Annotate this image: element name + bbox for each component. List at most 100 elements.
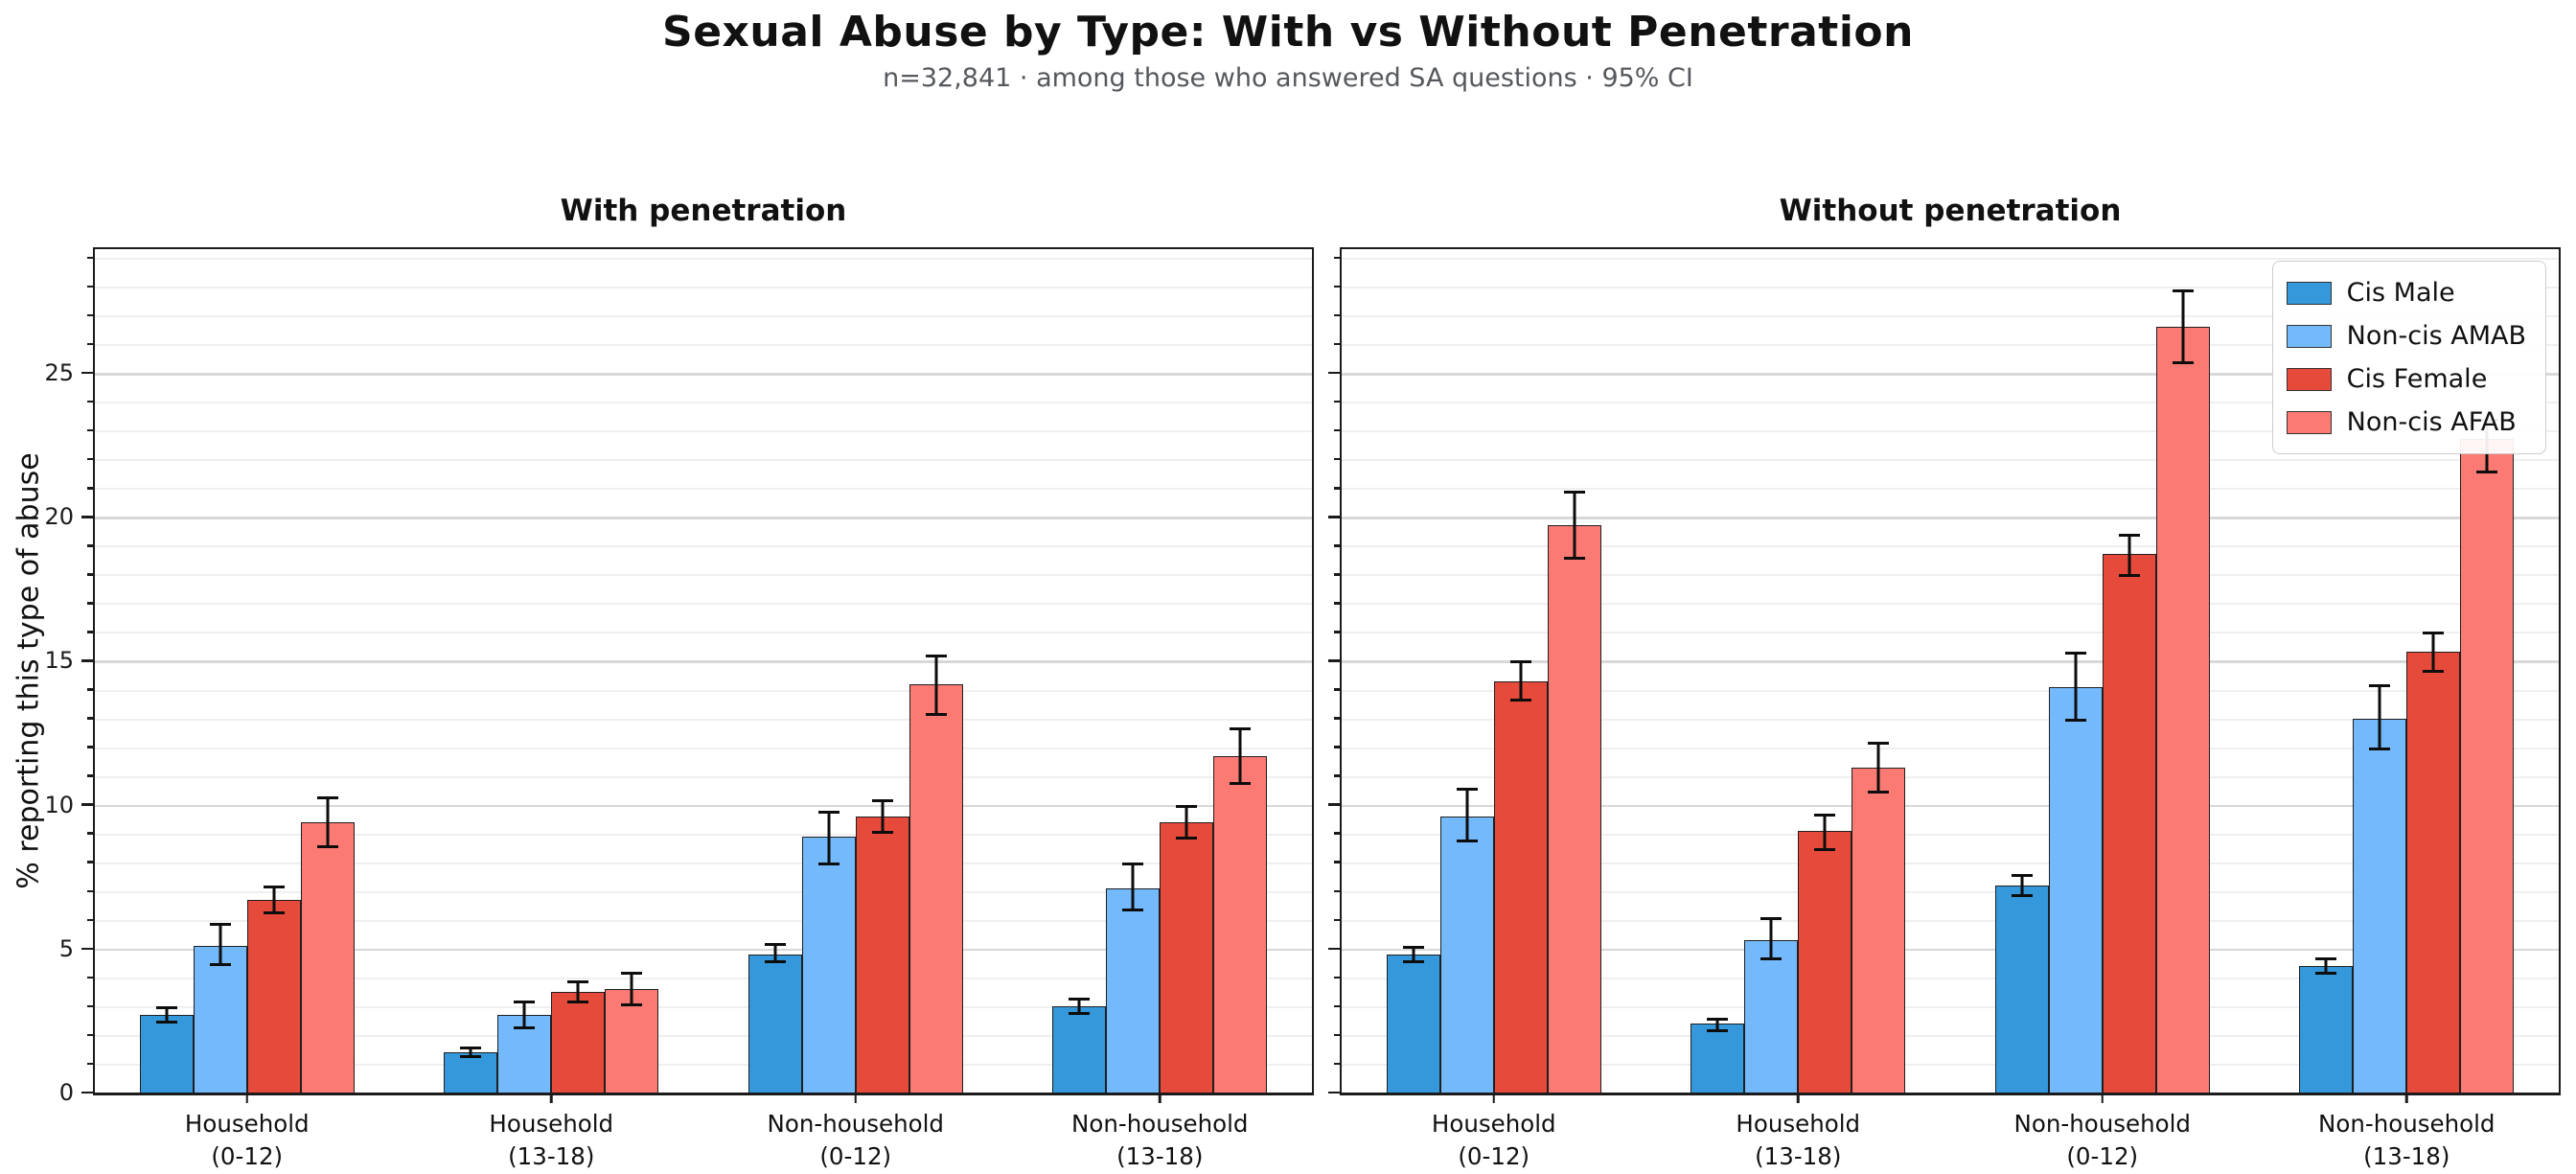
bar-cis-female-non-household-13-18 <box>2406 652 2461 1093</box>
y-major-tick <box>1328 947 1342 951</box>
error-cap <box>2369 683 2391 687</box>
error-cap <box>1456 787 1478 791</box>
y-minor-tick <box>1334 688 1342 691</box>
error-cap <box>1402 945 1424 949</box>
major-gridline <box>1342 517 2559 519</box>
bar-cis-male-household-0-12 <box>1386 954 1440 1093</box>
major-gridline <box>1342 948 2559 952</box>
bar-cis-male-household-0-12 <box>139 1014 194 1093</box>
error-cap <box>2011 893 2033 897</box>
y-minor-tick <box>87 631 95 633</box>
minor-gridline <box>95 1005 1312 1008</box>
minor-gridline <box>1342 315 2559 318</box>
minor-gridline <box>95 545 1312 548</box>
error-bar-non-cis-afab-household-13-18 <box>1868 741 1890 794</box>
y-minor-tick <box>87 1004 95 1008</box>
minor-gridline <box>1342 862 2559 864</box>
error-bar-non-cis-afab-household-0-12 <box>316 795 338 848</box>
error-cap <box>1069 1011 1091 1015</box>
error-cap <box>1814 813 1836 817</box>
y-minor-tick <box>87 918 95 922</box>
error-bar-non-cis-amab-household-13-18 <box>514 1000 536 1029</box>
bar-non-cis-amab-household-13-18 <box>1744 939 1799 1093</box>
error-line <box>2378 683 2381 750</box>
error-cap <box>2064 652 2086 656</box>
figure-title: Sexual Abuse by Type: With vs Without Pe… <box>662 8 1914 57</box>
minor-gridline <box>1342 402 2559 404</box>
bar-cis-female-household-13-18 <box>1798 830 1852 1093</box>
y-minor-tick <box>1334 544 1342 547</box>
error-line <box>1769 916 1773 960</box>
error-line <box>218 922 222 966</box>
error-bar-cis-female-household-0-12 <box>1509 660 1531 702</box>
y-major-tick <box>1328 1091 1342 1094</box>
error-cap <box>155 1020 177 1024</box>
y-minor-tick <box>1334 457 1342 461</box>
error-cap <box>817 810 840 814</box>
y-minor-tick <box>87 1033 95 1037</box>
x-tick <box>550 1093 553 1103</box>
minor-gridline <box>95 488 1312 491</box>
error-cap <box>925 655 947 658</box>
error-cap <box>621 971 643 975</box>
y-minor-tick <box>1334 428 1342 432</box>
bar-cis-female-household-0-12 <box>246 899 301 1093</box>
bar-cis-male-non-household-13-18 <box>1052 1005 1107 1093</box>
y-minor-tick <box>1334 717 1342 720</box>
x-category-label-household-0-12: Household (0-12) <box>1431 1110 1556 1171</box>
error-line <box>576 979 580 1003</box>
error-line <box>2324 956 2328 975</box>
error-cap <box>2172 289 2194 293</box>
y-minor-tick <box>1334 889 1342 892</box>
major-gridline <box>95 660 1312 663</box>
bar-non-cis-amab-non-household-0-12 <box>801 836 856 1093</box>
minor-gridline <box>1342 430 2559 433</box>
y-major-tick <box>81 803 95 806</box>
error-bar-cis-female-non-household-0-12 <box>871 798 893 834</box>
bar-cis-female-non-household-13-18 <box>1160 821 1214 1093</box>
error-line <box>1573 491 1576 561</box>
error-cap <box>2315 971 2337 975</box>
bar-cis-female-household-0-12 <box>1493 680 1548 1093</box>
error-line <box>272 885 276 914</box>
minor-gridline <box>1342 545 2559 548</box>
y-minor-tick <box>1334 918 1342 922</box>
y-major-tick <box>81 1091 95 1094</box>
y-minor-tick <box>87 428 95 432</box>
error-cap <box>1707 1017 1729 1021</box>
minor-gridline <box>1342 459 2559 462</box>
legend-item-cis-male: Cis Male <box>2286 271 2526 314</box>
error-bar-cis-female-non-household-0-12 <box>2118 534 2140 578</box>
error-cap <box>567 1000 589 1003</box>
x-tick <box>1492 1093 1495 1103</box>
y-tick-label: 10 <box>44 791 74 818</box>
legend-item-non-cis-afab: Non-cis AFAB <box>2286 401 2526 444</box>
error-cap <box>2423 669 2445 673</box>
error-cap <box>1760 916 1782 920</box>
bar-non-cis-afab-household-0-12 <box>1547 525 1601 1093</box>
minor-gridline <box>95 430 1312 433</box>
error-bar-non-cis-amab-household-0-12 <box>209 922 231 966</box>
legend-swatch-cis-female <box>2286 367 2332 391</box>
error-line <box>2020 873 2024 897</box>
legend-swatch-non-cis-afab <box>2286 410 2332 434</box>
y-tick-label: 5 <box>58 934 74 962</box>
y-major-tick <box>1328 803 1342 806</box>
x-tick <box>854 1093 857 1103</box>
bar-non-cis-afab-household-13-18 <box>1852 767 1905 1093</box>
error-cap <box>1563 491 1585 495</box>
error-cap <box>1707 1028 1729 1032</box>
error-cap <box>2369 747 2391 750</box>
error-cap <box>1509 660 1531 664</box>
error-bar-cis-female-non-household-13-18 <box>2423 632 2445 673</box>
x-category-label-household-13-18: Household (13-18) <box>1736 1110 1861 1171</box>
plot-without-penetration: Household (0-12) Household (13-18) Non-house… <box>1328 247 2561 1170</box>
major-gridline <box>95 804 1312 808</box>
major-gridline <box>95 373 1312 376</box>
error-cap <box>1230 781 1252 785</box>
error-line <box>165 1005 169 1024</box>
error-bar-cis-male-household-13-18 <box>1707 1017 1729 1032</box>
error-cap <box>209 922 231 926</box>
minor-gridline <box>95 890 1312 893</box>
